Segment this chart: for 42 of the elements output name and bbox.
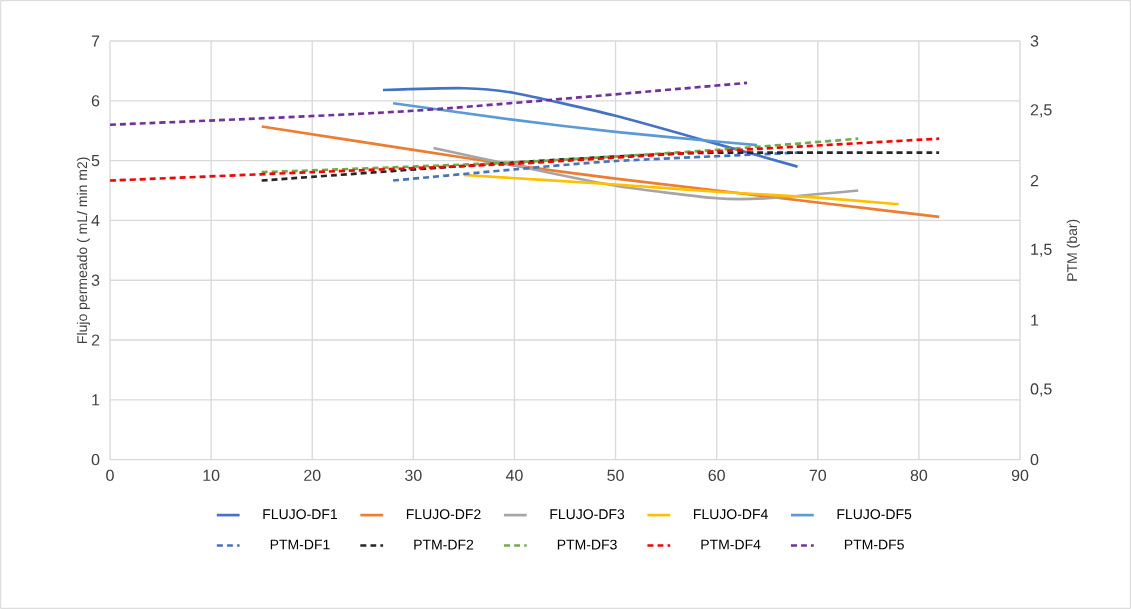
legend-label: PTM-DF5 xyxy=(844,539,904,550)
line-series xyxy=(110,137,941,182)
x-tick-label: 80 xyxy=(910,469,928,482)
legend-label: PTM-DF1 xyxy=(270,539,330,550)
x-tick-label: 0 xyxy=(106,469,114,482)
x-tick-label: 20 xyxy=(304,469,321,482)
y2-tick-label: 2 xyxy=(1030,174,1039,187)
legend-label: PTM-DF4 xyxy=(701,539,761,550)
y2-tick-label: 3 xyxy=(1030,35,1039,47)
x-tick-label: 50 xyxy=(607,469,624,482)
y-tick-label: 0 xyxy=(91,453,100,466)
line-series xyxy=(260,137,860,174)
y2-tick-label: 1,5 xyxy=(1031,243,1052,257)
x-tick-label: 30 xyxy=(405,469,422,482)
line-series xyxy=(391,101,759,147)
line-series xyxy=(462,173,901,206)
y2-tick-label: 2,5 xyxy=(1030,104,1052,118)
y-tick-label: 2 xyxy=(91,334,100,346)
y-tick-label: 3 xyxy=(91,274,100,286)
x-tick-label: 70 xyxy=(809,469,827,482)
legend-label: PTM-DF3 xyxy=(557,539,617,550)
x-tick-label: 10 xyxy=(203,469,220,482)
x-tick-label: 90 xyxy=(1011,469,1029,482)
y-tick-label: 7 xyxy=(91,35,100,47)
y2-tick-label: 1 xyxy=(1031,314,1039,326)
y2-tick-label: 0,5 xyxy=(1030,383,1052,397)
legend-label: FLUJO-DF1 xyxy=(263,509,337,520)
line-series xyxy=(260,151,941,182)
legend-label: FLUJO-DF4 xyxy=(694,509,768,520)
legend-label: FLUJO-DF3 xyxy=(550,509,625,520)
y2-tick-label: 0 xyxy=(1030,453,1039,466)
x-tick-label: 40 xyxy=(505,469,523,482)
y2-axis-title: PTM (bar) xyxy=(1066,219,1080,281)
y-tick-label: 1 xyxy=(92,394,100,406)
y-tick-label: 5 xyxy=(91,155,100,167)
y-axis-title: Flujo permeado ( mL/ min m2) xyxy=(76,157,90,343)
y-tick-label: 4 xyxy=(91,214,100,226)
legend-label: FLUJO-DF2 xyxy=(406,509,481,520)
legend-label: PTM-DF2 xyxy=(414,539,474,550)
x-tick-label: 60 xyxy=(708,469,725,482)
y-tick-label: 6 xyxy=(91,95,100,107)
legend-label: FLUJO-DF5 xyxy=(837,509,912,520)
